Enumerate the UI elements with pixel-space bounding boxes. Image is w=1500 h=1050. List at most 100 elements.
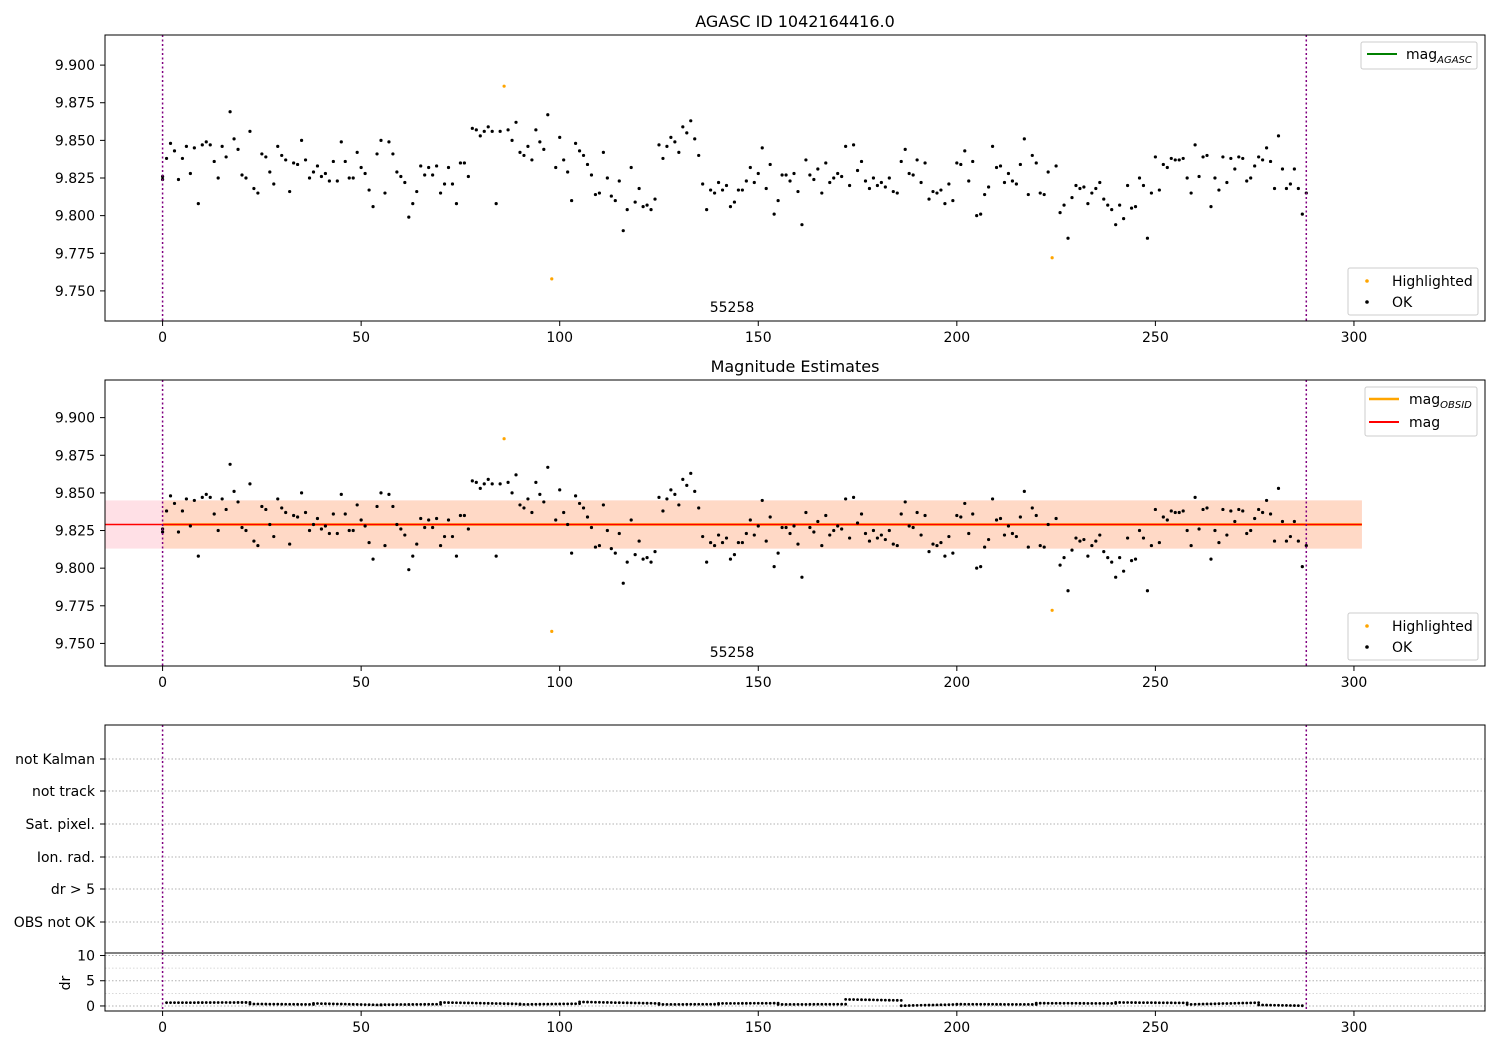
estimates-ok-point (363, 524, 367, 528)
estimates-ok-point (848, 536, 852, 540)
estimates-ok-point (367, 540, 371, 545)
estimates-ok-point (1284, 539, 1289, 543)
estimates-ok-point (1038, 543, 1042, 548)
dr-point (971, 1002, 975, 1006)
estimates-ok-point (867, 539, 872, 543)
agasc-ok-point (303, 158, 308, 162)
dr-point (1114, 1001, 1118, 1004)
dr-point (312, 1002, 315, 1005)
dr-point (300, 1002, 303, 1006)
dr-point (570, 1002, 574, 1006)
agasc-ok-point (1062, 203, 1066, 207)
dr-point (856, 998, 859, 1002)
agasc-ok-point (1213, 176, 1217, 180)
estimates-ok-point (1034, 513, 1038, 518)
magnitude-estimates-panel: Magnitude Estimates 0 50 100 150 200 250 300 9.… (55, 357, 1486, 691)
estimates-ok-point (1169, 509, 1173, 513)
flag-label: OBS not OK (14, 915, 96, 931)
agasc-ok-point (693, 137, 697, 141)
estimates-ok-point (939, 540, 943, 545)
dr-point (586, 1000, 589, 1004)
dr-point (1018, 1002, 1022, 1006)
dr-point (1153, 1001, 1157, 1005)
dr-point (1233, 1001, 1237, 1005)
agasc-ok-point (220, 144, 224, 148)
estimates-ok-point (562, 510, 566, 515)
dr-point (609, 1001, 613, 1004)
estimates-ok-point (538, 492, 542, 496)
agasc-xtick-label: 0 (158, 330, 167, 346)
legend-ok-label-2: OK (1392, 640, 1413, 656)
estimates-ok-point (478, 486, 482, 490)
agasc-panel-title: AGASC ID 1042164416.0 (695, 12, 895, 31)
agasc-ok-point (788, 179, 792, 183)
dr-point (1169, 1001, 1173, 1005)
dr-point (1106, 1002, 1110, 1005)
agasc-ok-point (343, 159, 347, 164)
agasc-ok-point (1276, 134, 1281, 138)
agasc-ok-point (510, 138, 514, 142)
dr-point (1146, 1001, 1149, 1005)
agasc-ok-point (645, 203, 649, 207)
dr-point (784, 1003, 788, 1006)
estimates-ok-point (1257, 507, 1261, 512)
agasc-ok-point (1141, 183, 1146, 188)
estimates-ok-point (633, 553, 637, 557)
dr-point (196, 1001, 200, 1004)
dr-point (550, 1002, 554, 1006)
agasc-ok-point (1189, 191, 1193, 195)
estimates-ok-point (895, 543, 899, 548)
dr-point (367, 1003, 371, 1007)
estimates-ok-point (971, 512, 975, 516)
agasc-ok-point (284, 158, 288, 162)
estimates-ok-point (649, 560, 653, 564)
dr-point (268, 1002, 272, 1006)
estimates-ok-point (486, 477, 490, 481)
agasc-ok-point (415, 189, 419, 194)
estimates-ok-point (1197, 527, 1201, 531)
estimates-ok-point (975, 566, 979, 570)
estimates-ok-point (415, 542, 419, 546)
agasc-ytick-label: 9.850 (55, 133, 95, 149)
dr-point (772, 1001, 776, 1005)
agasc-ok-point (1253, 164, 1257, 168)
estimates-ok-point (959, 515, 963, 519)
agasc-ok-point (1193, 143, 1197, 147)
dr-point (558, 1002, 562, 1006)
dr-point (927, 1003, 931, 1007)
dr-point (439, 1001, 442, 1004)
estimates-ok-point (1118, 556, 1122, 560)
agasc-ok-point (979, 212, 983, 216)
agasc-ok-point (1169, 156, 1173, 161)
dr-point (621, 1001, 625, 1005)
dr-point (526, 1002, 530, 1006)
agasc-ok-point (1133, 205, 1138, 209)
agasc-ok-point (347, 176, 351, 180)
dr-point (617, 1001, 621, 1005)
estimates-ok-point (518, 503, 522, 507)
dr-point (995, 1002, 998, 1006)
agasc-ok-point (1209, 205, 1213, 209)
dr-point (220, 1001, 224, 1004)
dr-point (1197, 1002, 1201, 1006)
agasc-ok-point (959, 162, 963, 167)
estimates-ok-point (176, 530, 181, 534)
estimates-ok-point (335, 531, 339, 536)
agasc-ok-point (172, 149, 177, 153)
agasc-ok-point (689, 119, 693, 123)
agasc-ok-point (292, 161, 296, 165)
estimates-ok-point (879, 533, 883, 537)
estimates-ok-point (712, 543, 717, 548)
agasc-ok-point (474, 128, 478, 132)
legend-marker-highlighted-2 (1365, 624, 1369, 628)
estimates-ok-point (212, 512, 216, 516)
agasc-ok-point (736, 188, 741, 192)
agasc-ok-point (478, 134, 482, 138)
agasc-ok-point (919, 180, 923, 185)
dr-point (447, 1001, 450, 1004)
estimates-ok-point (732, 553, 737, 557)
agasc-ok-point (867, 186, 872, 191)
estimates-ok-point (740, 540, 744, 545)
estimates-ok-point (172, 501, 177, 506)
